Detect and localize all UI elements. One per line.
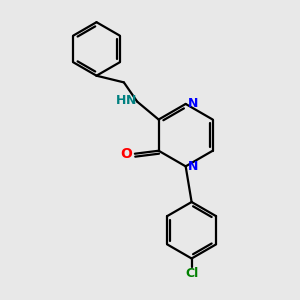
Text: O: O — [121, 147, 133, 161]
Text: N: N — [126, 94, 136, 107]
Text: N: N — [188, 160, 198, 173]
Text: H: H — [116, 94, 126, 107]
Text: Cl: Cl — [185, 267, 198, 280]
Text: N: N — [188, 97, 198, 110]
